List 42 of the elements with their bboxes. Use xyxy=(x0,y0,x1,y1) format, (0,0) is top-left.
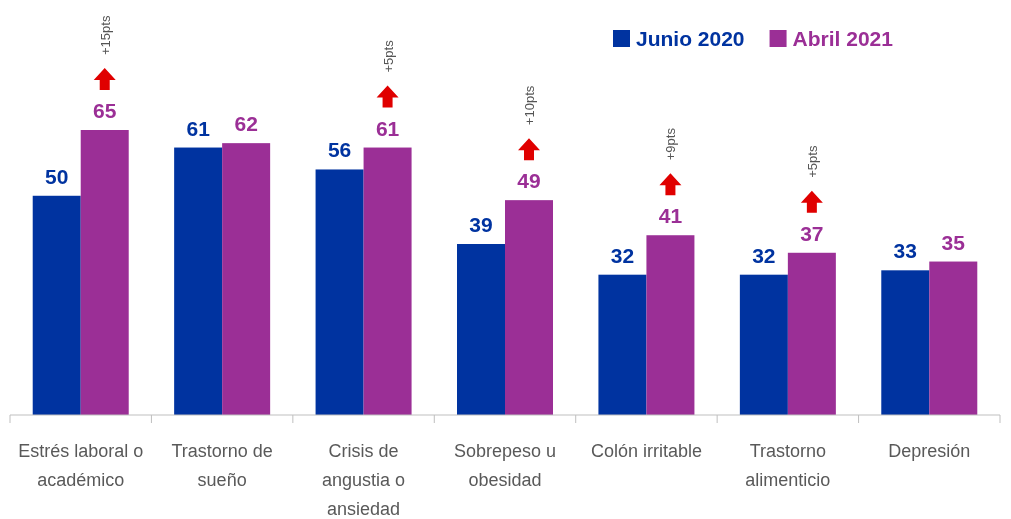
data-label: 35 xyxy=(941,230,966,254)
annotation: +9pts xyxy=(663,127,679,161)
bar xyxy=(363,147,412,415)
bar xyxy=(881,270,930,415)
legend-label: Junio 2020 xyxy=(636,27,745,50)
data-label: 50 xyxy=(45,164,69,188)
x-tick-label: Depresión xyxy=(888,441,971,461)
data-label: 32 xyxy=(610,243,635,267)
x-tick-label: Estrés laboral o académico xyxy=(18,441,144,490)
data-label: 49 xyxy=(517,169,541,193)
bar xyxy=(505,200,553,415)
annotation: +5pts xyxy=(804,145,820,178)
data-label: 61 xyxy=(186,116,211,140)
data-label: 39 xyxy=(469,213,493,236)
text: +10pts xyxy=(522,85,537,126)
x-tick-label: Colón irritable xyxy=(590,441,702,461)
bar xyxy=(32,195,81,415)
bar xyxy=(457,244,505,415)
data-label: 61 xyxy=(375,116,400,140)
bar xyxy=(739,274,788,415)
data-label: 56 xyxy=(327,138,352,162)
bar xyxy=(222,143,271,415)
x-tick-label: Crisis de angustia o ansiedad xyxy=(322,441,406,519)
x-tick-label: Trastorno de sueño xyxy=(171,441,273,490)
text: +15pts xyxy=(97,15,113,55)
data-label: 33 xyxy=(893,239,917,263)
data-label: 65 xyxy=(93,99,117,122)
legend-label: Abril 2021 xyxy=(792,27,894,50)
bar xyxy=(598,274,647,415)
text: +5pts xyxy=(380,39,396,73)
data-label: 41 xyxy=(658,204,683,228)
bar xyxy=(80,130,129,415)
bar xyxy=(787,252,836,415)
bar xyxy=(646,235,695,415)
x-tick-label: Trastorno alimenticio xyxy=(745,441,831,490)
data-label: 62 xyxy=(234,112,258,136)
bar xyxy=(929,261,978,415)
bar xyxy=(315,169,364,415)
data-label: 32 xyxy=(752,243,776,267)
data-label: 37 xyxy=(800,221,824,245)
x-tick-label: Sobrepeso u obesidad xyxy=(453,441,557,490)
bar xyxy=(174,147,223,415)
